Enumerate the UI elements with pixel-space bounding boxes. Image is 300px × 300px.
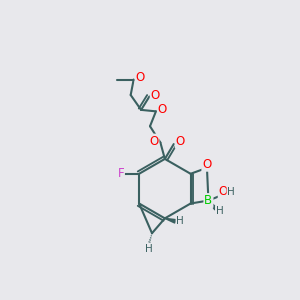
Text: B: B: [204, 194, 212, 207]
Text: O: O: [149, 135, 158, 148]
Text: O: O: [158, 103, 167, 116]
Text: H: H: [176, 216, 184, 226]
Text: O: O: [151, 88, 160, 101]
Text: F: F: [117, 167, 124, 180]
Polygon shape: [165, 218, 176, 223]
Text: H: H: [145, 244, 153, 254]
Text: O: O: [219, 185, 228, 198]
Text: H: H: [227, 187, 235, 196]
Polygon shape: [208, 200, 217, 210]
Text: O: O: [202, 158, 212, 171]
Text: O: O: [176, 135, 185, 148]
Text: O: O: [136, 71, 145, 84]
Text: H: H: [216, 206, 224, 216]
